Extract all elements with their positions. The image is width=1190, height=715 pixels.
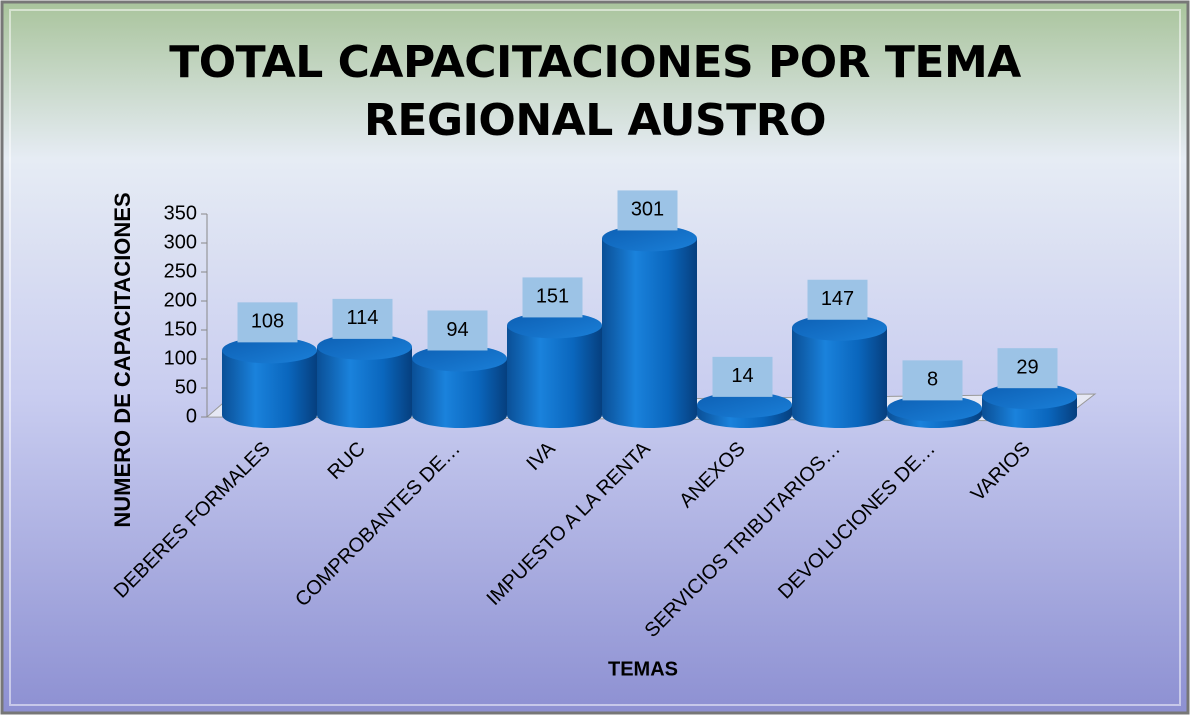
value-label-box [807, 279, 868, 320]
value-label: 29 [1016, 356, 1038, 378]
y-tick-label: 50 [175, 376, 197, 398]
y-tick-label: 0 [186, 405, 197, 427]
bar-top [792, 314, 887, 341]
y-tick-label: 350 [164, 202, 197, 224]
y-tick-label: 250 [164, 260, 197, 282]
value-label-box [712, 356, 773, 397]
y-tick-label: 100 [164, 347, 197, 369]
value-label-box [997, 348, 1058, 389]
value-label: 108 [251, 311, 284, 333]
x-axis-label: TEMAS [608, 658, 678, 680]
value-label: 151 [536, 286, 569, 308]
value-label-box [522, 277, 583, 318]
bar [412, 358, 507, 429]
y-tick-label: 300 [164, 231, 197, 253]
value-label-box [237, 302, 298, 343]
bar [792, 327, 887, 429]
bar-top [222, 337, 317, 364]
bar-top [317, 333, 412, 360]
value-label: 94 [446, 319, 468, 341]
value-label: 8 [927, 369, 938, 391]
bar-top [602, 225, 697, 252]
value-label: 147 [821, 288, 854, 310]
value-label-box [332, 298, 393, 339]
value-label: 301 [631, 199, 664, 221]
bar-top [697, 391, 792, 418]
chart-title: TOTAL CAPACITACIONES POR TEMA REGIONAL A… [169, 37, 1021, 146]
value-label-box [427, 310, 488, 351]
bar [317, 346, 412, 428]
y-tick-label: 200 [164, 289, 197, 311]
bar-top [982, 383, 1077, 410]
bar [507, 325, 602, 429]
value-label: 114 [347, 307, 379, 329]
bar-top [412, 345, 507, 372]
bar [222, 350, 317, 429]
bar-top [887, 395, 982, 422]
bar-top [507, 312, 602, 339]
value-label-box [902, 360, 963, 401]
value-label: 14 [731, 365, 753, 387]
y-axis-label: NUMERO DE CAPACITACIONES [110, 192, 135, 527]
frame [9, 9, 1181, 706]
bar [602, 238, 697, 429]
y-tick-label: 150 [164, 318, 197, 340]
value-label-box [617, 190, 678, 231]
